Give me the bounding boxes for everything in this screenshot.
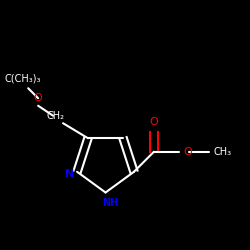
Text: O: O bbox=[184, 147, 192, 157]
Text: CH₃: CH₃ bbox=[214, 147, 232, 157]
Text: CH₂: CH₂ bbox=[46, 111, 64, 121]
Text: O: O bbox=[150, 117, 158, 127]
Text: N: N bbox=[65, 169, 74, 179]
Text: O: O bbox=[34, 93, 42, 103]
Text: NH: NH bbox=[102, 198, 119, 207]
Text: C(CH₃)₃: C(CH₃)₃ bbox=[5, 73, 42, 83]
